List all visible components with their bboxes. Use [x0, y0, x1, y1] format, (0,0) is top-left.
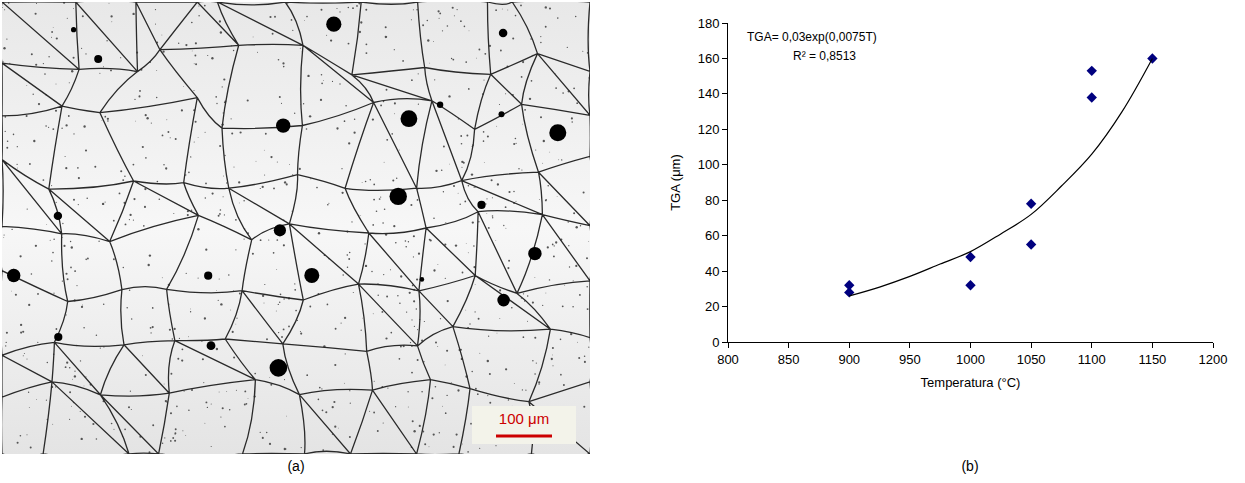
- svg-text:1200: 1200: [1199, 352, 1228, 367]
- svg-text:60: 60: [705, 228, 719, 243]
- svg-text:1150: 1150: [1138, 352, 1166, 367]
- svg-text:Temperatura (°C): Temperatura (°C): [921, 375, 1021, 390]
- svg-text:40: 40: [705, 264, 719, 279]
- svg-text:160: 160: [698, 51, 720, 66]
- svg-text:1000: 1000: [956, 352, 985, 367]
- svg-text:800: 800: [717, 352, 739, 367]
- svg-text:80: 80: [705, 193, 719, 208]
- svg-text:950: 950: [899, 352, 921, 367]
- svg-text:TGA= 0,03exp(0,0075T): TGA= 0,03exp(0,0075T): [747, 30, 877, 44]
- svg-text:100 μm: 100 μm: [499, 410, 549, 427]
- html-text:(a): (a): [287, 458, 305, 474]
- svg-text:180: 180: [698, 16, 720, 31]
- html-text:(b): (b): [961, 458, 979, 474]
- svg-text:140: 140: [698, 86, 720, 101]
- svg-text:0: 0: [712, 335, 719, 350]
- svg-text:20: 20: [705, 299, 719, 314]
- svg-text:900: 900: [838, 352, 860, 367]
- svg-text:R² = 0,8513: R² = 0,8513: [793, 49, 856, 63]
- svg-text:100: 100: [698, 157, 720, 172]
- svg-text:850: 850: [778, 352, 800, 367]
- svg-text:1050: 1050: [1017, 352, 1046, 367]
- svg-text:TGA (μm): TGA (μm): [668, 154, 683, 211]
- svg-text:120: 120: [698, 122, 720, 137]
- svg-text:1100: 1100: [1078, 352, 1106, 367]
